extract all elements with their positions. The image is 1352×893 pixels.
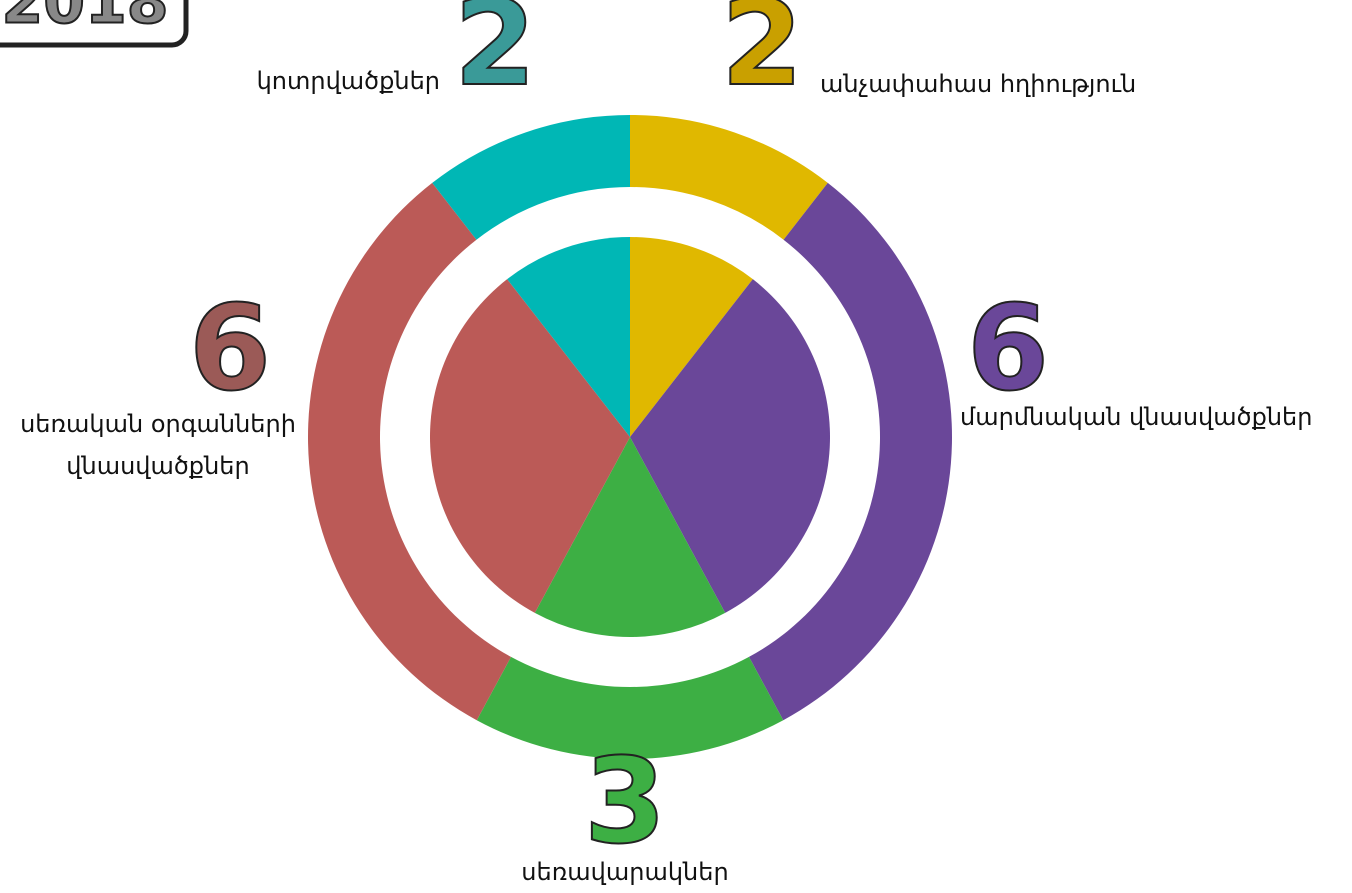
ring-segment [476,656,784,759]
year-box [0,0,189,48]
pie-slice [630,279,830,613]
category-label: սեռական օրգանների [20,410,296,438]
value-label: 6 [967,279,1049,417]
pie-slice [534,437,726,637]
ring-segment [307,182,512,721]
pie-slice [630,237,753,437]
category-label: կոտրվածքներ [257,67,440,95]
ring-segment [748,182,952,721]
category-label: մարմնական վնասվածքներ [960,403,1312,431]
value-label: 3 [584,732,666,870]
chart-title: 2018 [2,0,169,38]
category-label: վնասվածքներ [66,452,249,480]
ring-segment [630,115,828,240]
category-label: անչափահաս հղիություն [820,70,1136,98]
value-label: 2 [454,0,536,112]
pie-slice [429,279,630,613]
value-label: 6 [189,279,271,417]
category-label: սեռավարակներ [521,858,728,886]
value-label: 2 [721,0,803,112]
ring-segment [432,114,630,240]
pie-slice [507,237,630,437]
